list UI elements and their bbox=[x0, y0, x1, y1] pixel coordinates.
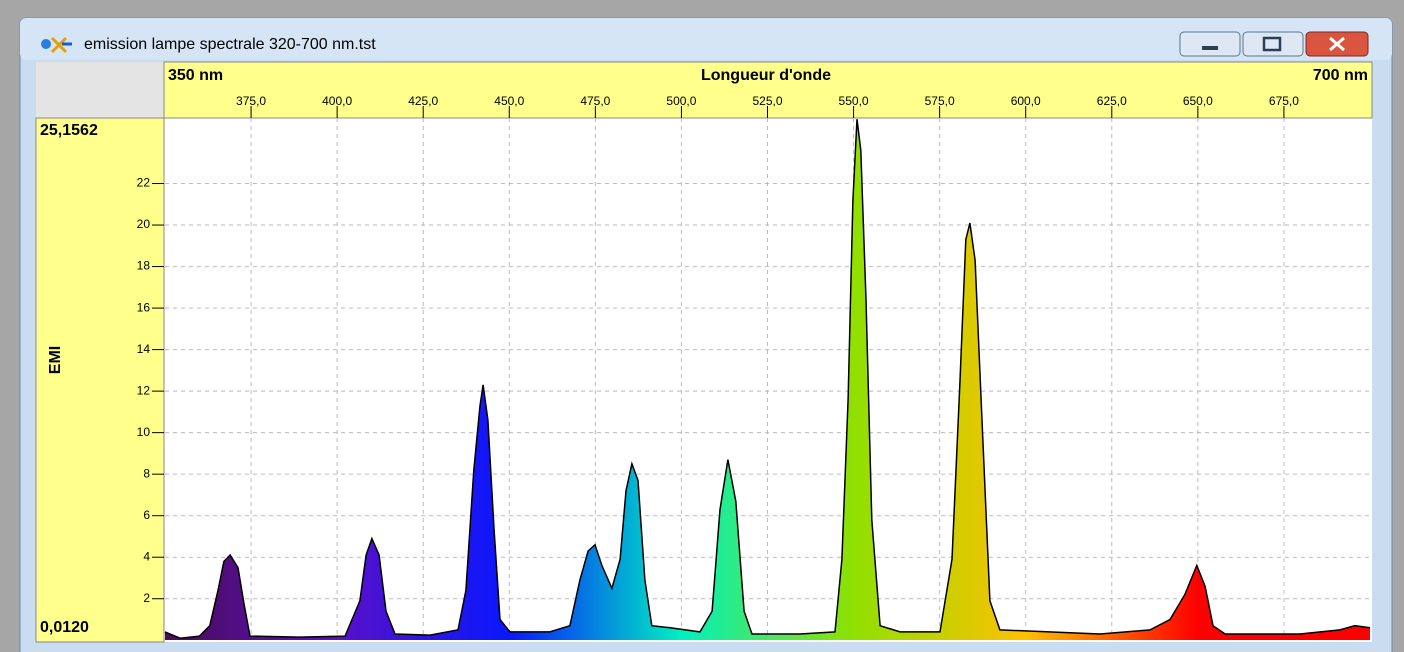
x-tick-label: 375,0 bbox=[236, 94, 266, 108]
y-tick-label: 2 bbox=[143, 591, 150, 605]
x-tick-label: 600,0 bbox=[1011, 94, 1041, 108]
x-tick-label: 400,0 bbox=[322, 94, 352, 108]
spectrum-line bbox=[164, 119, 1371, 639]
x-tick-label: 425,0 bbox=[408, 94, 438, 108]
y-tick-label: 22 bbox=[137, 176, 151, 190]
y-tick-label: 18 bbox=[137, 259, 151, 273]
y-tick-label: 20 bbox=[137, 217, 151, 231]
y-tick-label: 8 bbox=[143, 466, 150, 480]
x-tick-label: 500,0 bbox=[666, 94, 696, 108]
y-min-label: 0,0120 bbox=[40, 619, 89, 636]
x-axis-label: Longueur d'onde bbox=[701, 67, 831, 84]
x-tick-label: 575,0 bbox=[925, 94, 955, 108]
y-axis-band bbox=[35, 117, 165, 643]
y-tick-label: 10 bbox=[137, 425, 151, 439]
y-tick-label: 14 bbox=[137, 342, 151, 356]
x-tick-label: 675,0 bbox=[1269, 94, 1299, 108]
x-max-label: 700 nm bbox=[1313, 67, 1368, 84]
x-tick-label: 475,0 bbox=[580, 94, 610, 108]
maximize-button[interactable] bbox=[1242, 31, 1304, 57]
x-min-label: 350 nm bbox=[168, 67, 223, 84]
app-icon bbox=[41, 36, 72, 54]
window-title: emission lampe spectrale 320-700 nm.tst bbox=[84, 36, 376, 53]
y-tick-label: 6 bbox=[143, 508, 150, 522]
chart-panel bbox=[36, 62, 1372, 642]
y-tick-label: 12 bbox=[137, 383, 151, 397]
title-bar bbox=[20, 18, 1392, 60]
minimize-button[interactable] bbox=[1179, 31, 1241, 57]
y-tick-label: 4 bbox=[143, 549, 150, 563]
x-tick-label: 550,0 bbox=[839, 94, 869, 108]
x-tick-label: 525,0 bbox=[752, 94, 782, 108]
y-max-label: 25,1562 bbox=[40, 122, 98, 139]
corner bbox=[36, 62, 164, 118]
x-tick-label: 650,0 bbox=[1183, 94, 1213, 108]
y-axis-label: EMI bbox=[47, 346, 64, 374]
y-tick-label: 16 bbox=[137, 300, 151, 314]
close-button[interactable] bbox=[1305, 31, 1369, 57]
x-tick-label: 625,0 bbox=[1097, 94, 1127, 108]
x-tick-label: 450,0 bbox=[494, 94, 524, 108]
